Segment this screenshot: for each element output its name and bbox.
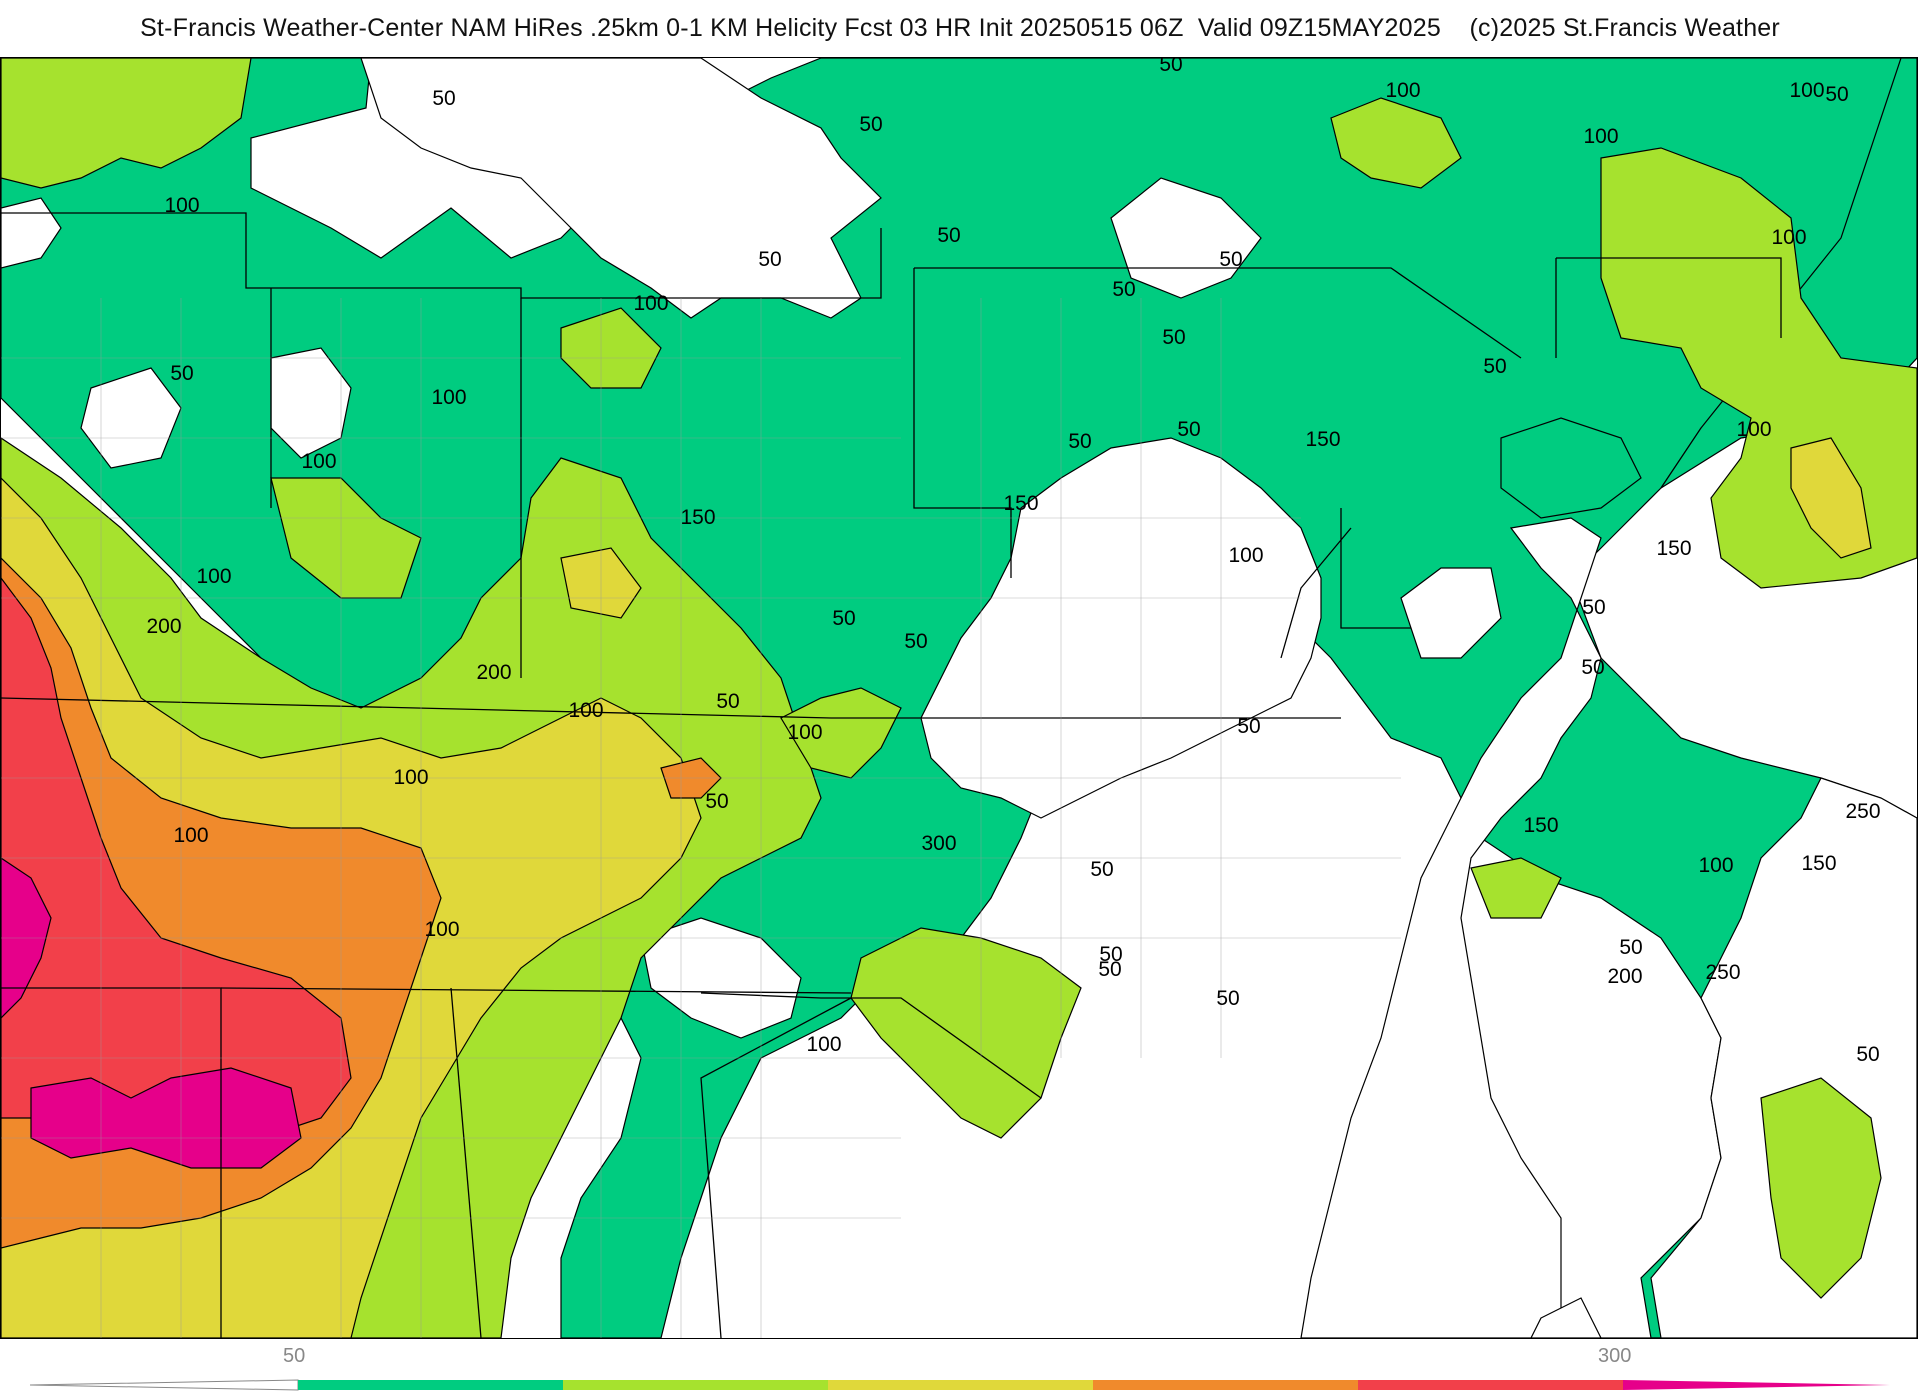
contour-label: 100	[1228, 544, 1263, 567]
contour-label: 50	[1177, 418, 1200, 441]
contour-label: 150	[1656, 537, 1691, 560]
county-lines	[1, 298, 1401, 1338]
contour-label: 100	[568, 699, 603, 722]
colorbar-segment	[1358, 1380, 1624, 1390]
contour-label: 200	[146, 615, 181, 638]
contour-label: 200	[1607, 965, 1642, 988]
contour-label: 300	[921, 832, 956, 855]
contour-label: 100	[393, 766, 428, 789]
colorbar-segment	[298, 1380, 564, 1390]
contour-label: 100	[1698, 854, 1733, 877]
contour-label: 100	[164, 194, 199, 217]
contour-label: 100	[424, 918, 459, 941]
band-below-50	[1, 58, 1917, 1338]
contour-label: 100	[633, 292, 668, 315]
contour-label: 150	[680, 506, 715, 529]
contour-label: 150	[1305, 428, 1340, 451]
contour-label: 50	[859, 113, 882, 136]
contour-label: 50	[1483, 355, 1506, 378]
contour-label: 50	[1099, 943, 1122, 966]
contour-label: 100	[787, 721, 822, 744]
contour-label: 150	[1003, 492, 1038, 515]
contour-label: 200	[476, 661, 511, 684]
contour-label: 100	[1583, 125, 1618, 148]
colorbar-segment	[1093, 1380, 1359, 1390]
contour-label: 50	[1112, 278, 1135, 301]
contour-label: 100	[1771, 226, 1806, 249]
colorbar-segment	[828, 1380, 1094, 1390]
contour-label: 50	[1237, 715, 1260, 738]
helicity-map: 50 100 50 100 100 50 50 100 50 50 50 100 100 50 50 50 50…	[0, 57, 1918, 1339]
contour-label: 100	[1736, 418, 1771, 441]
contour-label: 50	[716, 690, 739, 713]
contour-label: 50	[832, 607, 855, 630]
contour-label: 50	[1219, 248, 1242, 271]
contour-label: 50	[1068, 430, 1091, 453]
state-boundaries	[1, 212, 1782, 1338]
contour-label: 100	[173, 824, 208, 847]
contour-label: 250	[1845, 800, 1880, 823]
contour-label: 50	[758, 248, 781, 271]
colorbar	[30, 1379, 1890, 1391]
contour-label: 250	[1705, 961, 1740, 984]
colorbar-high-extension	[1623, 1380, 1890, 1390]
contour-label: 100	[806, 1033, 841, 1056]
contour-label: 50	[432, 87, 455, 110]
colorbar-segments	[298, 1380, 1624, 1390]
colorbar-segment	[563, 1380, 829, 1390]
colorbar-label-low: 50	[283, 1345, 306, 1367]
contour-label: 100	[301, 450, 336, 473]
contour-label: 50	[1098, 958, 1121, 981]
contour-label: 100	[196, 565, 231, 588]
map-title: St-Francis Weather-Center NAM HiRes .25k…	[140, 14, 1780, 42]
contour-label: 50	[1856, 1043, 1879, 1066]
contour-label: 100	[1385, 79, 1420, 102]
contour-label: 150	[1523, 814, 1558, 837]
contour-label: 50	[1619, 936, 1642, 959]
contour-label: 50	[1825, 83, 1848, 106]
contour-label: 150	[1801, 852, 1836, 875]
contour-label: 50	[1581, 656, 1604, 679]
contour-label: 50	[1162, 326, 1185, 349]
contour-label: 100	[1789, 79, 1824, 102]
colorbar-label-high: 300	[1598, 1345, 1632, 1367]
contour-label: 100	[431, 386, 466, 409]
contour-label: 50	[1582, 596, 1605, 619]
contour-label: 50	[1216, 987, 1239, 1010]
contour-label: 50	[937, 224, 960, 247]
contour-label: 50	[1090, 858, 1113, 881]
contour-label: 50	[1159, 58, 1182, 76]
contour-label: 50	[170, 362, 193, 385]
colorbar-low-extension	[30, 1379, 299, 1391]
contour-label: 50	[705, 790, 728, 813]
contour-label: 50	[904, 630, 927, 653]
